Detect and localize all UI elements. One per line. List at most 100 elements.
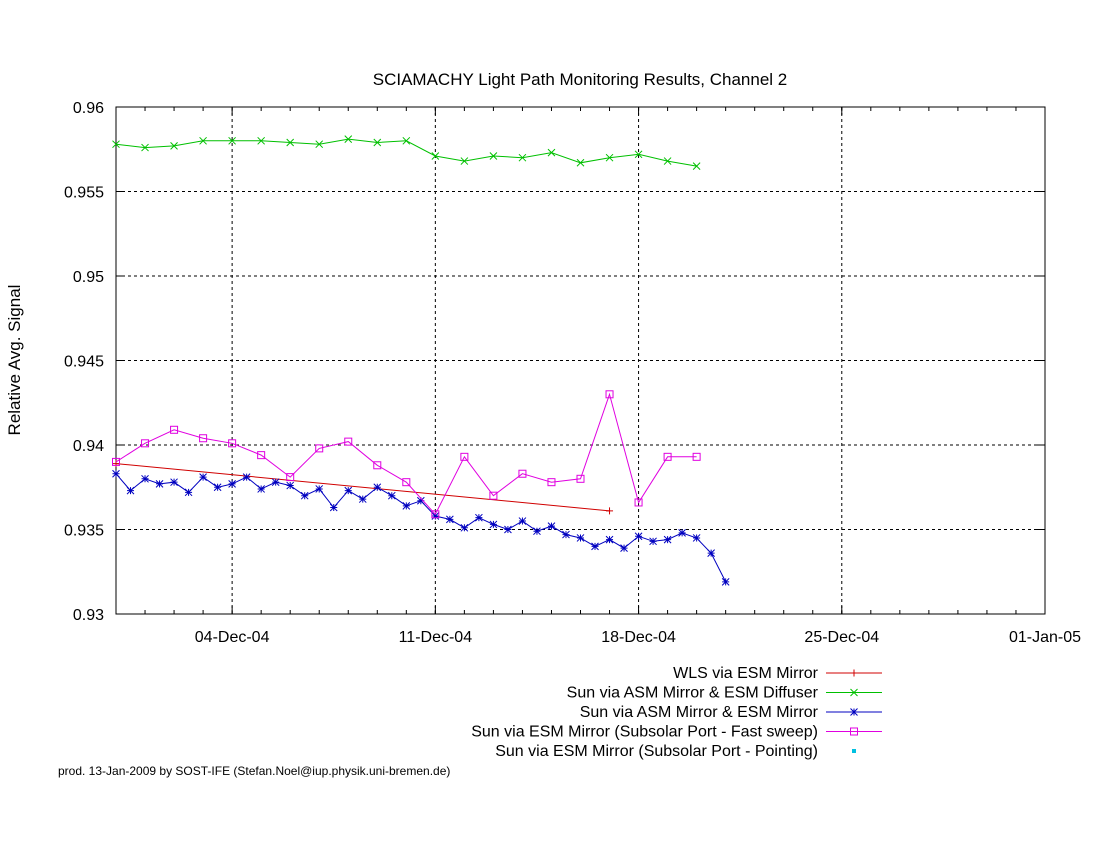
data-point xyxy=(286,473,295,482)
data-point xyxy=(199,473,207,481)
legend-entry-2: Sun via ASM Mirror & ESM Diffuser xyxy=(567,685,882,702)
data-point xyxy=(300,491,309,500)
data-point xyxy=(678,529,686,537)
data-point xyxy=(431,152,440,160)
data-point xyxy=(112,460,120,468)
series-2 xyxy=(112,135,701,171)
data-point xyxy=(518,517,527,525)
data-point xyxy=(228,480,236,488)
data-point xyxy=(692,534,701,542)
series-line xyxy=(115,463,610,512)
data-point xyxy=(228,136,236,145)
data-point xyxy=(141,474,149,483)
data-point xyxy=(344,135,353,143)
legend-label: Sun via ASM Mirror & ESM Diffuser xyxy=(567,685,819,702)
legend-entry-3: Sun via ASM Mirror & ESM Mirror xyxy=(580,704,882,721)
data-point xyxy=(155,480,164,488)
data-point xyxy=(460,523,469,532)
y-axis-label: Relative Avg. Signal xyxy=(5,285,24,436)
data-point xyxy=(112,469,120,478)
series-line xyxy=(115,392,697,516)
x-tick-label: 04-Dec-04 xyxy=(195,629,270,646)
y-tick-label: 0.955 xyxy=(64,185,104,202)
data-point xyxy=(605,535,614,544)
data-point xyxy=(692,452,701,461)
data-point xyxy=(504,525,512,534)
y-tick-label: 0.93 xyxy=(73,607,104,624)
data-point xyxy=(257,136,266,145)
x-tick-label: 11-Dec-04 xyxy=(399,629,473,646)
series-line xyxy=(115,473,727,583)
data-point xyxy=(358,495,367,503)
data-point xyxy=(663,452,672,461)
y-tick-label: 0.96 xyxy=(73,100,104,117)
data-point xyxy=(591,542,599,551)
data-point xyxy=(315,444,324,453)
data-point xyxy=(373,483,382,492)
data-point xyxy=(721,578,730,586)
data-point xyxy=(605,153,614,162)
data-point xyxy=(576,534,585,542)
data-point xyxy=(315,140,324,149)
data-point xyxy=(257,485,266,493)
data-point xyxy=(170,425,179,434)
data-point xyxy=(286,481,295,490)
legend-marker xyxy=(852,749,856,753)
data-point xyxy=(344,486,353,495)
data-point xyxy=(402,136,411,145)
data-point xyxy=(213,483,222,492)
data-point xyxy=(228,439,237,448)
data-point xyxy=(692,162,701,171)
data-point xyxy=(242,473,251,481)
x-tick-label: 18-Dec-04 xyxy=(601,629,676,646)
data-point xyxy=(141,439,150,448)
data-point xyxy=(460,157,469,165)
data-point xyxy=(329,503,338,512)
data-point xyxy=(271,478,280,487)
data-point xyxy=(547,522,556,530)
legend-label: Sun via ESM Mirror (Subsolar Port - Poin… xyxy=(495,743,818,760)
data-point xyxy=(373,138,382,147)
data-point xyxy=(634,150,643,159)
series-line xyxy=(115,138,697,167)
data-point xyxy=(533,527,541,536)
data-point xyxy=(707,549,715,558)
legend-entry-5: Sun via ESM Mirror (Subsolar Port - Poin… xyxy=(495,743,856,760)
chart-title: SCIAMACHY Light Path Monitoring Results,… xyxy=(373,70,788,89)
data-point xyxy=(141,143,149,152)
y-tick-label: 0.935 xyxy=(64,523,104,540)
data-point xyxy=(605,390,614,399)
data-point xyxy=(315,485,324,493)
legend-label: Sun via ESM Mirror (Subsolar Port - Fast… xyxy=(471,724,818,741)
y-tick-label: 0.95 xyxy=(73,269,104,286)
data-point xyxy=(431,510,440,519)
y-tick-label: 0.94 xyxy=(73,438,104,455)
data-point xyxy=(112,457,120,466)
series-group xyxy=(112,135,730,586)
data-point xyxy=(446,515,454,524)
data-point xyxy=(649,537,657,546)
data-point xyxy=(257,451,266,460)
data-point xyxy=(387,491,396,500)
data-point xyxy=(416,496,425,505)
data-point xyxy=(431,512,440,520)
data-point xyxy=(634,498,643,507)
data-point xyxy=(402,501,411,510)
data-point xyxy=(634,532,643,541)
data-point xyxy=(344,437,353,446)
data-point xyxy=(460,452,469,461)
data-point xyxy=(547,478,556,487)
y-axis: 0.93 0.935 0.94 0.945 0.95 0.955 0.96 xyxy=(64,100,1045,624)
data-point xyxy=(373,461,382,470)
data-point xyxy=(286,138,295,147)
data-point xyxy=(199,434,208,443)
data-point xyxy=(489,520,498,529)
data-point xyxy=(199,136,207,145)
data-point xyxy=(402,478,411,487)
legend-entry-1: WLS via ESM Mirror xyxy=(673,665,882,682)
legend-marker xyxy=(850,688,858,697)
footer-credit: prod. 13-Jan-2009 by SOST-IFE (Stefan.No… xyxy=(58,764,450,778)
series-3 xyxy=(112,469,730,586)
x-tick-label: 25-Dec-04 xyxy=(804,629,879,646)
